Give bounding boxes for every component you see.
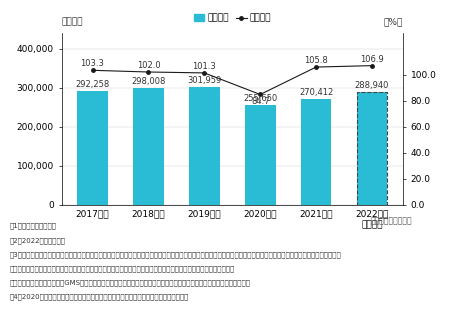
- Text: ただし、食品スーパーやGMS、コンビニエンスストア等の店頭でセルフ販売している弁当や惣菜は対象外としている。: ただし、食品スーパーやGMS、コンビニエンスストア等の店頭でセルフ販売している弁…: [9, 280, 250, 286]
- Text: 288,940: 288,940: [355, 81, 389, 90]
- Text: 101.3: 101.3: [192, 62, 216, 71]
- Text: 注2．2022年度は予測値: 注2．2022年度は予測値: [9, 237, 65, 244]
- Bar: [245, 105, 275, 205]
- Text: 270,412: 270,412: [299, 88, 333, 97]
- Text: 注3．ファストフード店やカフェ、ファミレス、すし、中華・ラーメン、うどん・そば、焼肉、居酒屋、ダイナーレストラン、料亭等の飲食店を対象に市場規模を算出した。: 注3．ファストフード店やカフェ、ファミレス、すし、中華・ラーメン、うどん・そば、…: [9, 251, 341, 258]
- Text: （億円）: （億円）: [62, 17, 83, 26]
- Text: 105.8: 105.8: [304, 56, 328, 65]
- Text: また、百貨店やスーパーのインストアでの販売分を含めて、持ち帰り弁当や惣菜専門店等の中食（惣菜）を含む。: また、百貨店やスーパーのインストアでの販売分を含めて、持ち帰り弁当や惣菜専門店等…: [9, 265, 235, 272]
- Bar: [301, 99, 331, 205]
- Text: 注4．2020年度の市場規模は過去に遡って再算出したため、過去公表値とは一部異なる。: 注4．2020年度の市場規模は過去に遡って再算出したため、過去公表値とは一部異な…: [9, 294, 189, 300]
- Text: 102.0: 102.0: [137, 61, 160, 70]
- Bar: [77, 91, 108, 205]
- Text: 矢野経済研究所調べ: 矢野経済研究所調べ: [371, 216, 412, 225]
- Text: 84.7: 84.7: [251, 97, 270, 106]
- Text: 292,258: 292,258: [75, 80, 109, 89]
- Bar: [356, 92, 387, 205]
- Bar: [189, 87, 219, 205]
- Text: （%）: （%）: [383, 17, 403, 26]
- Text: 103.3: 103.3: [81, 59, 104, 68]
- Bar: [133, 88, 164, 205]
- Legend: 市場規模, 前年度比: 市場規模, 前年度比: [190, 10, 274, 26]
- Text: 298,008: 298,008: [131, 78, 165, 86]
- Text: 255,650: 255,650: [243, 94, 277, 103]
- Text: 301,959: 301,959: [187, 76, 221, 85]
- Text: 注1．末端売上高ベース: 注1．末端売上高ベース: [9, 223, 56, 229]
- Bar: [356, 92, 387, 205]
- Text: 106.9: 106.9: [360, 55, 384, 64]
